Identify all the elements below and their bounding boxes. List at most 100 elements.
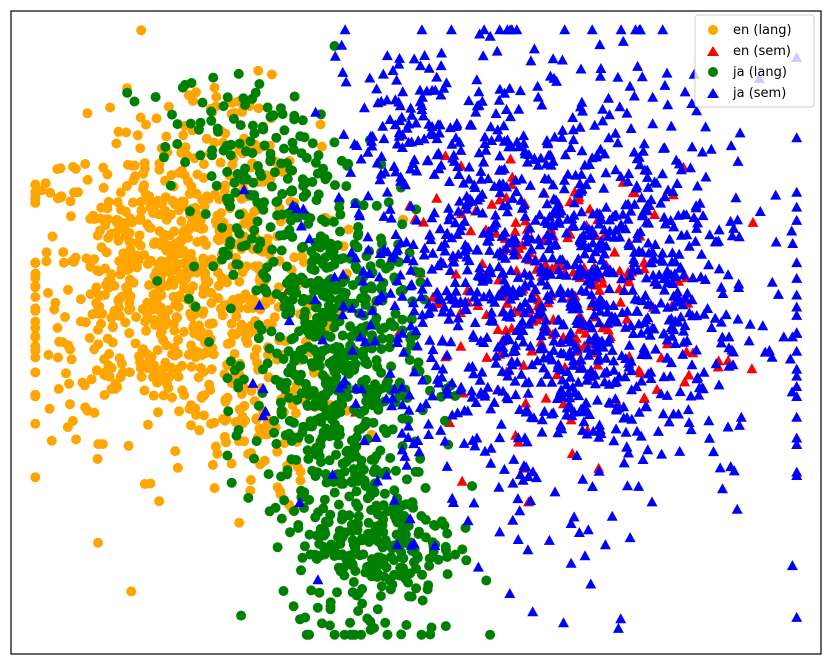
point-0-371 — [80, 317, 91, 328]
point-2-423 — [375, 258, 386, 269]
point-3-1258 — [558, 348, 570, 359]
point-3-222 — [504, 82, 516, 93]
point-0-79 — [234, 517, 245, 528]
point-3-867 — [610, 127, 621, 138]
point-0-59 — [295, 475, 306, 486]
point-0-720 — [62, 422, 73, 433]
point-3-770 — [642, 181, 654, 192]
point-0-694 — [186, 361, 197, 372]
point-2-9 — [206, 115, 217, 126]
point-3-990 — [723, 331, 735, 342]
point-3-911 — [594, 423, 606, 434]
point-3-724 — [534, 239, 546, 250]
point-3-725 — [334, 382, 345, 393]
point-2-108 — [384, 342, 395, 353]
point-0-446 — [142, 259, 153, 269]
point-2-261 — [460, 522, 471, 533]
point-3-603 — [354, 210, 366, 221]
point-3-1188 — [637, 295, 649, 306]
point-1-201 — [455, 340, 467, 351]
point-3-373 — [584, 409, 595, 419]
point-0-12 — [221, 437, 231, 448]
point-2-139 — [289, 506, 300, 517]
point-3-321 — [514, 404, 526, 414]
point-3-1051 — [496, 365, 508, 376]
point-2-266 — [238, 374, 249, 385]
point-0-8 — [266, 69, 277, 80]
point-3-1265 — [592, 354, 604, 365]
point-3-68 — [417, 110, 429, 121]
point-2-245 — [481, 575, 492, 586]
point-0-56 — [209, 417, 220, 428]
point-0-721 — [194, 425, 205, 436]
point-3-837 — [490, 357, 502, 368]
point-0-40 — [239, 400, 250, 411]
point-3-1122 — [501, 310, 513, 321]
point-3-495 — [671, 178, 683, 188]
point-2-164 — [378, 500, 389, 511]
point-2-151 — [293, 432, 304, 443]
point-3-433 — [638, 138, 650, 149]
point-3-967 — [551, 75, 563, 86]
point-1-130 — [621, 313, 633, 324]
point-2-197 — [317, 618, 327, 629]
point-2-195 — [406, 591, 417, 602]
legend-marker-0 — [708, 25, 718, 35]
point-3-1117 — [642, 368, 654, 379]
point-3-937 — [576, 316, 588, 327]
point-3-686 — [678, 269, 690, 280]
point-3-996 — [547, 53, 559, 64]
point-3-981 — [535, 330, 547, 341]
point-0-30 — [215, 157, 226, 168]
point-3-1060 — [294, 497, 306, 508]
point-3-877 — [436, 47, 447, 58]
point-3-1261 — [690, 200, 702, 211]
point-2-257 — [366, 568, 377, 579]
point-3-1291 — [620, 199, 632, 210]
point-0-497 — [46, 435, 57, 446]
point-3-1288 — [504, 588, 516, 598]
point-2-24 — [185, 118, 196, 129]
point-1-181 — [520, 397, 532, 408]
point-3-457 — [674, 445, 686, 456]
point-1-188 — [638, 392, 650, 403]
point-0-115 — [53, 384, 64, 394]
point-2-221 — [345, 617, 356, 628]
point-2-142 — [234, 138, 245, 149]
point-2-114 — [426, 622, 437, 633]
point-2-6 — [243, 492, 254, 503]
point-0-482 — [30, 292, 41, 302]
point-3-892 — [621, 441, 633, 452]
point-3-1089 — [575, 268, 587, 278]
point-3-608 — [608, 435, 620, 446]
point-2-54 — [401, 474, 412, 485]
point-0-415 — [135, 112, 146, 123]
point-3-727 — [556, 54, 568, 65]
point-2-380 — [376, 324, 386, 335]
point-3-651 — [791, 257, 803, 268]
point-0-687 — [209, 137, 220, 148]
point-3-44 — [502, 370, 514, 381]
point-2-271 — [345, 321, 356, 332]
point-1-57 — [609, 246, 621, 257]
point-0-718 — [30, 192, 41, 203]
point-3-751 — [406, 109, 418, 120]
point-2-44 — [258, 204, 269, 215]
point-0-625 — [94, 266, 105, 277]
point-3-518 — [549, 327, 561, 338]
point-3-1113 — [333, 191, 345, 202]
point-3-1271 — [562, 287, 574, 298]
point-3-803 — [415, 60, 426, 71]
point-3-110 — [565, 518, 577, 528]
point-0-387 — [98, 162, 109, 173]
point-3-1150 — [678, 325, 689, 336]
point-3-311 — [725, 461, 737, 472]
point-2-518 — [298, 293, 309, 304]
point-3-64 — [423, 62, 435, 73]
point-3-453 — [725, 140, 737, 151]
point-3-1115 — [561, 379, 572, 390]
point-3-1183 — [586, 322, 598, 333]
point-1-56 — [649, 209, 661, 219]
point-3-1190 — [571, 450, 583, 460]
point-3-1076 — [524, 340, 536, 351]
